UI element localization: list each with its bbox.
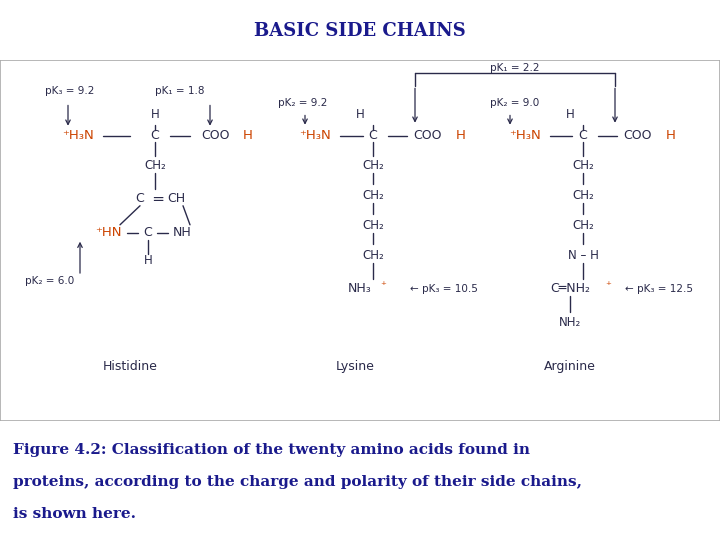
Text: ⁺HN: ⁺HN	[95, 226, 121, 239]
Circle shape	[90, 176, 180, 266]
Text: C: C	[150, 129, 159, 142]
Text: C: C	[143, 226, 153, 239]
Text: CH₂: CH₂	[362, 189, 384, 202]
Text: H: H	[150, 108, 159, 121]
Text: CH₂: CH₂	[362, 159, 384, 172]
Text: COO: COO	[624, 129, 652, 142]
Text: H: H	[143, 254, 153, 267]
Text: C: C	[135, 192, 145, 205]
Text: ═: ═	[153, 192, 163, 207]
Circle shape	[68, 153, 202, 288]
Text: C═NH₂: C═NH₂	[550, 282, 590, 295]
Text: ⁺H₃N: ⁺H₃N	[299, 129, 331, 142]
Text: pK₂ = 9.0: pK₂ = 9.0	[490, 98, 539, 107]
Text: Figure 4.2: Classification of the twenty amino acids found in: Figure 4.2: Classification of the twenty…	[13, 443, 530, 457]
Circle shape	[310, 181, 400, 271]
Text: BASIC SIDE CHAINS: BASIC SIDE CHAINS	[254, 22, 466, 40]
Text: proteins, according to the charge and polarity of their side chains,: proteins, according to the charge and po…	[13, 475, 582, 489]
Circle shape	[265, 136, 445, 316]
Text: COO: COO	[414, 129, 442, 142]
Text: CH₂: CH₂	[572, 189, 594, 202]
Text: Histidine: Histidine	[102, 360, 158, 373]
Text: C: C	[369, 129, 377, 142]
Text: H: H	[456, 129, 466, 142]
Text: CH: CH	[167, 192, 185, 205]
Text: COO: COO	[201, 129, 229, 142]
Text: ← pK₃ = 12.5: ← pK₃ = 12.5	[625, 284, 693, 294]
Text: CH₂: CH₂	[572, 159, 594, 172]
Text: NH₂: NH₂	[559, 315, 581, 328]
Text: CH₂: CH₂	[572, 219, 594, 232]
Text: CH₂: CH₂	[362, 219, 384, 232]
Text: pK₂ = 6.0: pK₂ = 6.0	[25, 276, 74, 286]
Text: pK₃ = 9.2: pK₃ = 9.2	[45, 85, 94, 96]
Text: Lysine: Lysine	[336, 360, 374, 373]
Text: NH: NH	[173, 226, 192, 239]
Text: H: H	[566, 108, 575, 121]
Text: H: H	[356, 108, 364, 121]
Text: CH₂: CH₂	[362, 249, 384, 262]
Circle shape	[470, 131, 660, 321]
Text: ⁺: ⁺	[605, 281, 611, 291]
Circle shape	[494, 154, 636, 297]
Text: pK₁ = 1.8: pK₁ = 1.8	[155, 85, 204, 96]
Text: pK₁ = 2.2: pK₁ = 2.2	[490, 64, 540, 73]
Circle shape	[518, 178, 613, 273]
Text: H: H	[243, 129, 253, 142]
Circle shape	[287, 158, 423, 293]
Circle shape	[45, 131, 225, 311]
Text: ⁺: ⁺	[380, 281, 386, 291]
Text: N – H: N – H	[567, 249, 598, 262]
Text: ← pK₃ = 10.5: ← pK₃ = 10.5	[410, 284, 478, 294]
Text: is shown here.: is shown here.	[13, 507, 136, 521]
Text: ⁺H₃N: ⁺H₃N	[62, 129, 94, 142]
Text: CH₂: CH₂	[144, 159, 166, 172]
Text: NH₃: NH₃	[348, 282, 372, 295]
Text: C: C	[579, 129, 588, 142]
Text: ⁺H₃N: ⁺H₃N	[509, 129, 541, 142]
Text: pK₂ = 9.2: pK₂ = 9.2	[278, 98, 328, 107]
Text: Arginine: Arginine	[544, 360, 596, 373]
Text: H: H	[666, 129, 676, 142]
